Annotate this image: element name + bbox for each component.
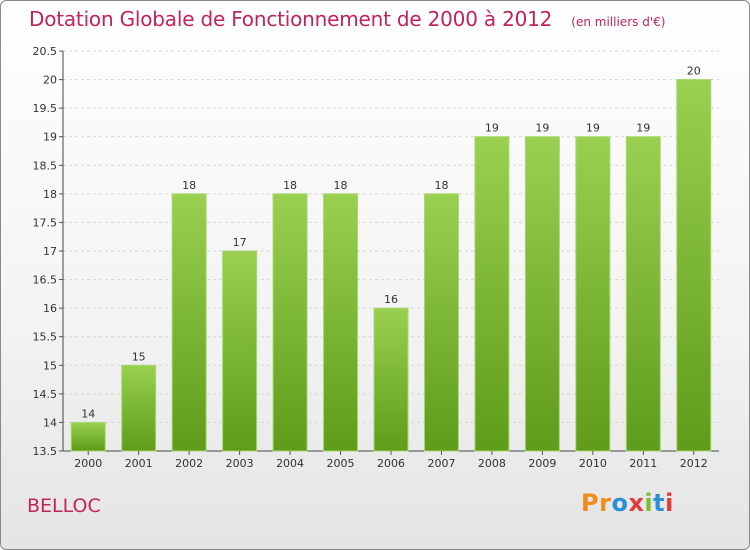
bar-value-label: 18 — [434, 179, 448, 192]
y-tick-label: 15 — [43, 359, 57, 372]
y-tick-label: 18 — [43, 188, 57, 201]
bar — [323, 193, 359, 452]
y-tick-label: 20.5 — [33, 45, 58, 58]
y-tick-labels: 13.5 14 14.5 15 15.5 16 16.5 17 17.5 18 18.5 19 19.5… — [33, 45, 58, 458]
bars — [70, 79, 712, 452]
bar — [625, 136, 661, 452]
bar-value-label: 16 — [384, 293, 398, 306]
bar — [70, 421, 106, 452]
bar-value-label: 20 — [687, 65, 701, 78]
y-tick-label: 14 — [43, 416, 57, 429]
x-tick-label: 2001 — [125, 457, 153, 470]
x-tick-labels: 2000 2001 2002 2003 2004 2005 2006 2007 2008 2009… — [74, 451, 708, 470]
x-tick-label: 2010 — [579, 457, 607, 470]
bar — [272, 193, 308, 452]
bar — [423, 193, 459, 452]
chart-unit: (en milliers d'€) — [571, 15, 666, 29]
x-tick-label: 2004 — [276, 457, 304, 470]
y-tick-label: 16.5 — [33, 274, 58, 287]
y-tick-label: 14.5 — [33, 388, 58, 401]
bar-value-label: 18 — [334, 179, 348, 192]
bar-value-label: 19 — [485, 122, 499, 135]
x-tick-label: 2003 — [226, 457, 254, 470]
y-tick-label: 16 — [43, 302, 57, 315]
x-tick-label: 2011 — [629, 457, 657, 470]
y-tick-label: 17 — [43, 245, 57, 258]
y-tick-label: 15.5 — [33, 331, 58, 344]
bar — [171, 193, 207, 452]
bar — [474, 136, 510, 452]
bar — [676, 79, 712, 452]
bar — [121, 364, 157, 452]
y-tick-label: 20 — [43, 74, 57, 87]
x-tick-label: 2007 — [427, 457, 455, 470]
y-tick-label: 13.5 — [33, 445, 58, 458]
y-tick-label: 17.5 — [33, 216, 58, 229]
bar — [373, 307, 409, 452]
bar-value-label: 19 — [636, 122, 650, 135]
x-tick-label: 2012 — [680, 457, 708, 470]
commune-name: BELLOC — [27, 495, 101, 517]
y-tick-label: 19 — [43, 131, 57, 144]
x-tick-label: 2008 — [478, 457, 506, 470]
proxiti-logo[interactable]: Proxiti — [581, 489, 674, 517]
bar — [222, 250, 258, 452]
bar-value-label: 15 — [132, 350, 146, 363]
x-tick-label: 2006 — [377, 457, 405, 470]
y-tick-label: 19.5 — [33, 102, 58, 115]
bar — [575, 136, 611, 452]
bar-value-label: 19 — [586, 122, 600, 135]
y-tick-label: 18.5 — [33, 159, 58, 172]
x-tick-label: 2000 — [74, 457, 102, 470]
bar-value-label: 18 — [182, 179, 196, 192]
bar-value-label: 14 — [81, 407, 95, 420]
bar — [524, 136, 560, 452]
x-tick-label: 2005 — [327, 457, 355, 470]
chart-title: Dotation Globale de Fonctionnement de 20… — [29, 7, 553, 31]
x-tick-label: 2002 — [175, 457, 203, 470]
bar-value-label: 19 — [535, 122, 549, 135]
x-tick-label: 2009 — [528, 457, 556, 470]
value-labels: 14 15 18 17 18 18 16 18 19 19 19 19 20 — [81, 65, 701, 421]
bar-value-label: 18 — [283, 179, 297, 192]
title-line: Dotation Globale de Fonctionnement de 20… — [29, 7, 665, 31]
bar-value-label: 17 — [233, 236, 247, 249]
